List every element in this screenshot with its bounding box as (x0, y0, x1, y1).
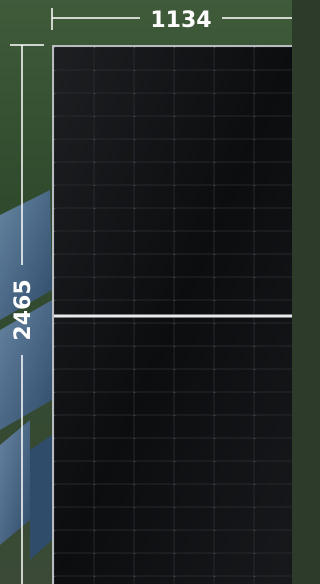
width-label: 1134 (150, 8, 211, 33)
scene: 1134 2465 (0, 0, 292, 584)
page: 1134 2465 (() => { const data = JSON.par… (0, 0, 292, 584)
height-label: 2465 (11, 279, 36, 340)
background-panels (0, 190, 52, 560)
